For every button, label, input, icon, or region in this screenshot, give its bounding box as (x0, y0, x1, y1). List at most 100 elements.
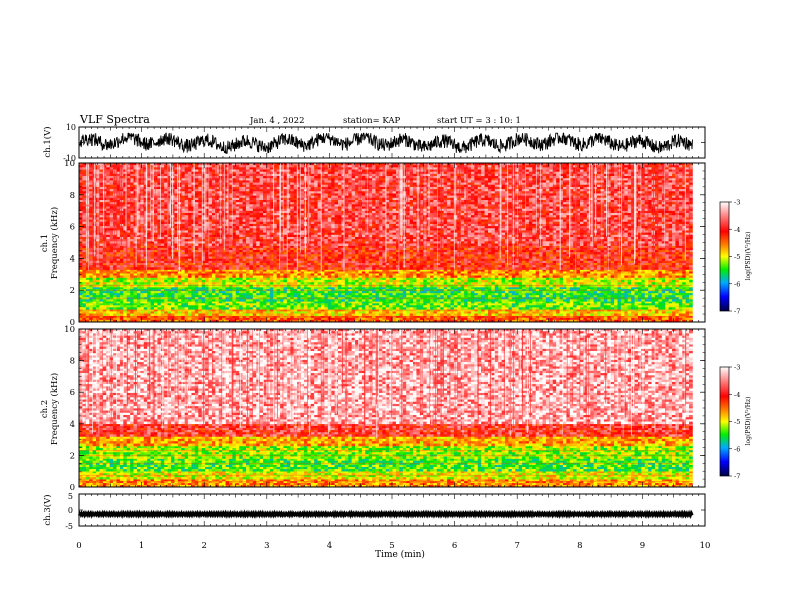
spectrogram-cell (209, 318, 213, 320)
spectrogram-cell (505, 297, 509, 299)
spectrogram-cell (154, 318, 158, 320)
spectrogram-cell (195, 311, 199, 313)
spectrogram-cell (93, 297, 97, 299)
spectrogram-cell (239, 299, 243, 301)
spectrogram-cell (219, 299, 223, 301)
spectrogram-cell (597, 311, 601, 313)
spectrogram-cell (502, 303, 506, 305)
spectrogram-cell (229, 285, 233, 288)
spectrogram-cell (618, 287, 622, 289)
spectrogram-cell (410, 311, 414, 313)
spectrogram-cell (260, 299, 264, 301)
spectrogram-cell (147, 316, 151, 318)
spectrogram-cell (512, 314, 516, 316)
spectrogram-cell (648, 282, 652, 285)
spectrogram-cell (631, 303, 635, 305)
spectrogram-cell (645, 280, 649, 283)
spectrogram-cell (195, 301, 199, 303)
spectrogram-cell (345, 299, 349, 301)
spectrogram-cell (140, 285, 144, 288)
spectrogram-cell (116, 314, 120, 316)
spectrogram-cell (672, 309, 676, 311)
spectrogram-cell (648, 299, 652, 301)
spectrogram-cell (219, 280, 223, 283)
spectrogram-cell (372, 295, 376, 297)
spectrogram-cell (236, 318, 240, 320)
spectrogram-cell (393, 291, 397, 293)
spectrogram-cell (144, 318, 148, 320)
spectrogram-cell (604, 314, 608, 316)
spectrogram-cell (113, 295, 117, 297)
spectrogram-cell (154, 285, 158, 288)
spectrogram-cell (563, 282, 567, 285)
spectrogram-cell (96, 293, 100, 295)
spectrogram-cell (416, 277, 420, 280)
spectrogram-cell (352, 309, 356, 311)
spectrogram-cell (682, 316, 686, 318)
spectrogram-cell (614, 295, 618, 297)
spectrogram-cell (127, 316, 131, 318)
spectrogram-cell (185, 305, 189, 307)
spectrogram-cell (113, 280, 117, 283)
spectrogram-cell (635, 309, 639, 311)
spectrogram-cell (403, 309, 407, 311)
spectrogram-cell (324, 311, 328, 313)
spectrogram-cell (679, 285, 683, 288)
spectrogram-cell (570, 270, 574, 272)
spectrogram-cell (573, 295, 577, 297)
spectrogram-cell (348, 291, 352, 293)
spectrogram-cell (249, 307, 253, 309)
spectrogram-cell (420, 277, 424, 280)
spectrogram-cell (263, 299, 267, 301)
spectrogram-cell (645, 299, 649, 301)
spectrogram-cell (444, 277, 448, 280)
spectrogram-cell (570, 280, 574, 283)
spectrogram-cell (123, 299, 127, 301)
spectrogram-cell (447, 303, 451, 305)
spectrogram-cell (181, 295, 185, 297)
spectrogram-cell (485, 318, 489, 320)
spectrogram-cell (382, 303, 386, 305)
spectrogram-cell (423, 277, 427, 280)
spectrogram-cell (106, 270, 110, 272)
spectrogram-cell (130, 293, 134, 295)
spectrogram-cell (168, 311, 172, 313)
spectrogram-cell (229, 291, 233, 293)
spectrogram-cell (566, 280, 570, 283)
spectrogram-cell (532, 270, 536, 272)
spectrogram-cell (399, 287, 403, 289)
spectrogram-cell (413, 305, 417, 307)
spectrogram-cell (277, 309, 281, 311)
spectrogram-cell (566, 287, 570, 289)
spectrogram-cell (454, 285, 458, 288)
spectrogram-cell (512, 303, 516, 305)
spectrogram-cell (618, 291, 622, 293)
spectrogram-cell (113, 277, 117, 280)
spectrogram-cell (539, 314, 543, 316)
spectrogram-cell (686, 311, 690, 313)
spectrogram-cell (283, 307, 287, 309)
spectrogram-cell (468, 295, 472, 297)
spectrogram-cell (307, 301, 311, 303)
spectrogram-cell (655, 301, 659, 303)
spectrogram-cell (372, 282, 376, 285)
spectrogram-cell (249, 301, 253, 303)
spectrogram-cell (355, 307, 359, 309)
spectrogram-cell (393, 280, 397, 283)
spectrogram-cell (648, 295, 652, 297)
spectrogram-cell (287, 309, 291, 311)
spectrogram-cell (229, 307, 233, 309)
spectrogram-cell (89, 277, 93, 280)
spectrogram-cell (519, 299, 523, 301)
spectrogram-cell (181, 277, 185, 280)
spectrogram-cell (686, 297, 690, 299)
spectrogram-cell (352, 316, 356, 318)
spectrogram-cell (202, 293, 206, 295)
spectrogram-cell (147, 297, 151, 299)
spectrogram-cell (454, 293, 458, 295)
spectrogram-cell (137, 285, 141, 288)
spectrogram-cell (116, 311, 120, 313)
spectrogram-cell (304, 297, 308, 299)
spectrogram-cell (318, 297, 322, 299)
spectrogram-cell (529, 297, 533, 299)
